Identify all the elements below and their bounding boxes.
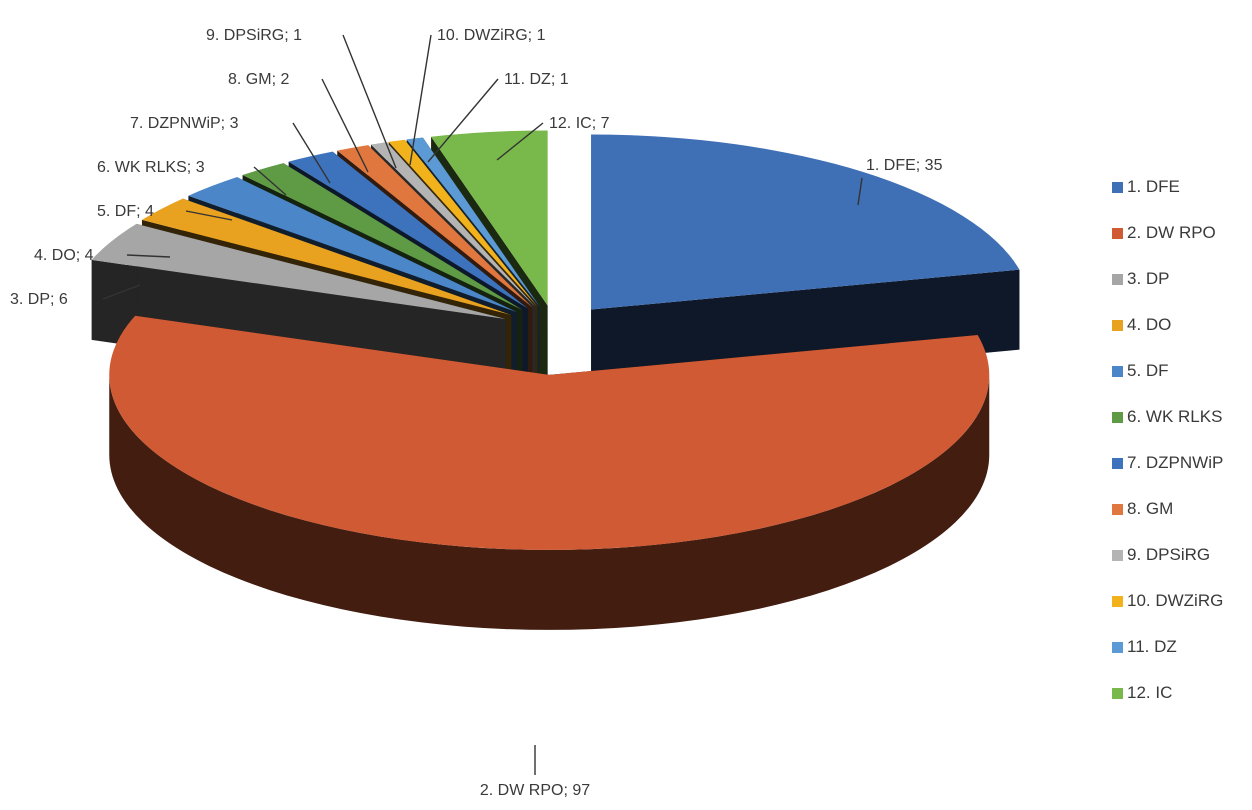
- legend-label-11: 11. DZ: [1127, 637, 1177, 656]
- leader-line-9: [342, 34, 397, 169]
- legend-item-4: 4. DO: [1112, 302, 1252, 348]
- legend-swatch-6: [1112, 411, 1123, 423]
- legend-item-2: 2. DW RPO: [1112, 210, 1252, 256]
- data-label-4: 4. DO; 4: [34, 247, 94, 264]
- data-label-10: 10. DWZiRG; 1: [437, 27, 546, 44]
- legend-label-8: 8. GM: [1127, 499, 1174, 518]
- pie-slice-8-top: [337, 145, 533, 308]
- leader-line-4: [126, 254, 171, 258]
- data-label-11: 11. DZ; 1: [504, 71, 569, 88]
- leader-line-10: [409, 34, 432, 166]
- legend-item-5: 5. DF: [1112, 348, 1252, 394]
- pie-slice-11-top: [406, 137, 540, 307]
- legend-label-4: 4. DO: [1127, 315, 1172, 334]
- legend-swatch-7: [1112, 457, 1123, 469]
- legend: 1. DFE 2. DW RPO 3. DP 4. DO 5. DF 6. WK RLKS…: [1112, 164, 1252, 716]
- pie-slice-4-top: [141, 198, 512, 315]
- legend-label-12: 12. IC: [1127, 683, 1173, 702]
- leader-line-12: [496, 122, 544, 161]
- legend-label-7: 7. DZPNWiP: [1127, 453, 1224, 472]
- data-label-3: 3. DP; 6: [10, 291, 68, 308]
- legend-swatch-10: [1112, 595, 1123, 607]
- legend-item-7: 7. DZPNWiP: [1112, 440, 1252, 486]
- pie-slice-12-top: [431, 130, 548, 306]
- legend-swatch-2: [1112, 227, 1123, 239]
- legend-label-9: 9. DPSiRG: [1127, 545, 1211, 564]
- leader-line-11: [427, 78, 499, 163]
- pie-slice-9-top: [370, 142, 536, 307]
- pie-slice-2-wall: [109, 374, 990, 630]
- legend-swatch-8: [1112, 503, 1123, 515]
- legend-item-12: 12. IC: [1112, 670, 1252, 716]
- legend-item-8: 8. GM: [1112, 486, 1252, 532]
- pie-slice-2: [109, 315, 990, 630]
- data-label-2: 2. DW RPO; 97: [480, 782, 590, 799]
- legend-swatch-3: [1112, 273, 1123, 285]
- labels-layer: 1. DFE; 35 2. DW RPO; 97 3. DP; 6 4. DO; 4 5…: [10, 27, 943, 799]
- legend-swatch-9: [1112, 549, 1123, 561]
- legend-label-6: 6. WK RLKS: [1127, 407, 1223, 426]
- leader-line-7: [292, 122, 331, 184]
- leader-line-1: [857, 177, 863, 206]
- legend-swatch-11: [1112, 641, 1123, 653]
- legend-label-2: 2. DW RPO: [1127, 223, 1216, 242]
- legend-item-1: 1. DFE: [1112, 164, 1252, 210]
- leader-line-5: [185, 210, 233, 221]
- legend-swatch-4: [1112, 319, 1123, 331]
- pie-slice-2-top: [109, 315, 990, 550]
- legend-label-5: 5. DF: [1127, 361, 1169, 380]
- pie-slice-10-top: [388, 139, 538, 307]
- pie-slice-5-top: [188, 177, 517, 313]
- legend-item-10: 10. DWZiRG: [1112, 578, 1252, 624]
- legend-item-9: 9. DPSiRG: [1112, 532, 1252, 578]
- leader-line-3: [102, 284, 141, 300]
- legend-swatch-1: [1112, 181, 1123, 193]
- data-label-7: 7. DZPNWiP; 3: [130, 115, 239, 132]
- pie-slice-3-top: [91, 223, 506, 320]
- data-label-1: 1. DFE; 35: [866, 157, 943, 174]
- data-label-5: 5. DF; 4: [97, 203, 154, 220]
- data-label-9: 9. DPSiRG; 1: [206, 27, 302, 44]
- legend-label-3: 3. DP: [1127, 269, 1170, 288]
- legend-item-6: 6. WK RLKS: [1112, 394, 1252, 440]
- legend-label-10: 10. DWZiRG: [1127, 591, 1224, 610]
- legend-label-1: 1. DFE: [1127, 177, 1180, 196]
- pie-slice-7-top: [288, 151, 528, 309]
- slices-layer: [91, 130, 1020, 630]
- pie-slice-1-top: [591, 134, 1020, 310]
- legend-item-11: 11. DZ: [1112, 624, 1252, 670]
- legend-swatch-12: [1112, 687, 1123, 699]
- pie-slice-6-top: [242, 163, 523, 311]
- data-label-6: 6. WK RLKS; 3: [97, 159, 205, 176]
- data-label-12: 12. IC; 7: [549, 115, 610, 132]
- legend-item-3: 3. DP: [1112, 256, 1252, 302]
- data-label-8: 8. GM; 2: [228, 71, 289, 88]
- leader-line-8: [321, 78, 369, 173]
- legend-swatch-5: [1112, 365, 1123, 377]
- leader-line-6: [253, 166, 287, 196]
